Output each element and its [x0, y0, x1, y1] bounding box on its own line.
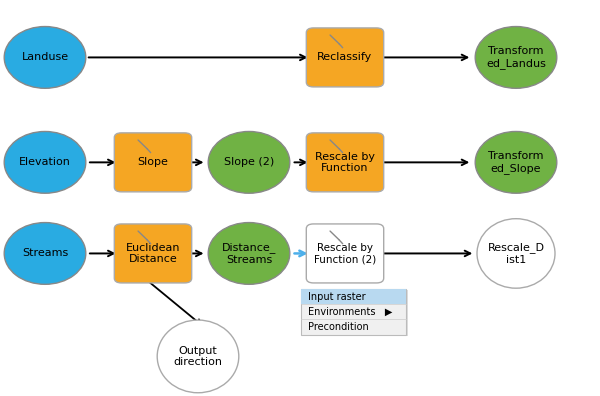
- FancyBboxPatch shape: [114, 133, 192, 192]
- Ellipse shape: [157, 320, 239, 393]
- Ellipse shape: [4, 131, 86, 193]
- FancyBboxPatch shape: [114, 224, 192, 283]
- Text: Landuse: Landuse: [22, 52, 68, 63]
- Text: Rescale by
Function: Rescale by Function: [315, 152, 375, 173]
- Text: Precondition: Precondition: [308, 322, 369, 332]
- Text: Transform
ed_Slope: Transform ed_Slope: [488, 151, 544, 173]
- FancyBboxPatch shape: [306, 133, 384, 192]
- Text: Slope (2): Slope (2): [224, 157, 274, 168]
- Ellipse shape: [475, 131, 557, 193]
- Ellipse shape: [475, 27, 557, 88]
- Ellipse shape: [477, 219, 555, 288]
- Text: Streams: Streams: [22, 248, 68, 259]
- Ellipse shape: [208, 131, 290, 193]
- Ellipse shape: [208, 223, 290, 284]
- FancyBboxPatch shape: [306, 224, 384, 283]
- Text: Elevation: Elevation: [19, 157, 71, 168]
- Ellipse shape: [4, 27, 86, 88]
- Text: Transform
ed_Landus: Transform ed_Landus: [486, 46, 546, 69]
- FancyBboxPatch shape: [301, 289, 406, 335]
- Text: Input raster: Input raster: [308, 292, 366, 302]
- Text: Slope: Slope: [137, 157, 169, 168]
- Text: Output
direction: Output direction: [173, 346, 223, 367]
- Text: Rescale_D
ist1: Rescale_D ist1: [487, 242, 545, 265]
- Ellipse shape: [4, 223, 86, 284]
- Text: Rescale by
Function (2): Rescale by Function (2): [314, 243, 376, 264]
- Text: Environments   ▶: Environments ▶: [308, 307, 393, 317]
- FancyBboxPatch shape: [303, 290, 408, 336]
- Text: Distance_
Streams: Distance_ Streams: [222, 242, 276, 265]
- Text: Reclassify: Reclassify: [317, 52, 373, 63]
- FancyBboxPatch shape: [306, 28, 384, 87]
- FancyBboxPatch shape: [301, 289, 406, 304]
- Text: Euclidean
Distance: Euclidean Distance: [126, 243, 180, 264]
